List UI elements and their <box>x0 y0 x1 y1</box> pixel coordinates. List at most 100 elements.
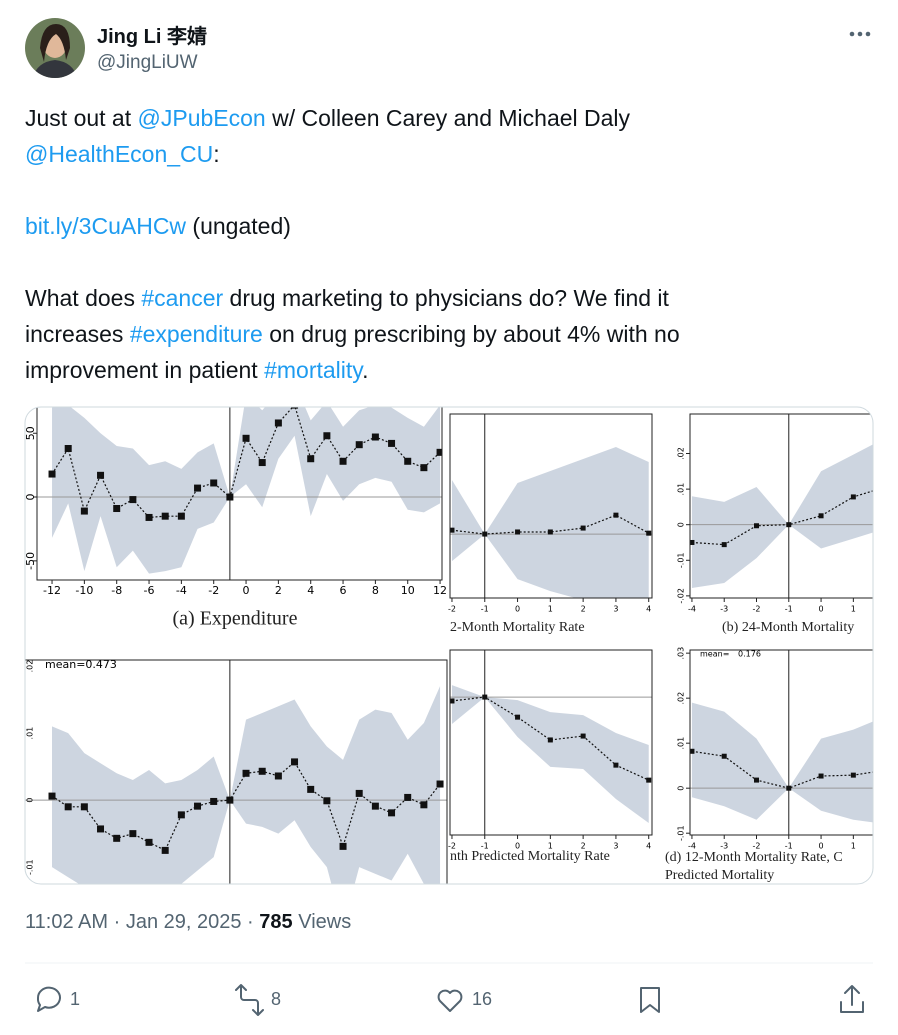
link[interactable]: @JPubEcon <box>137 105 266 131</box>
link[interactable]: #mortality <box>264 357 363 383</box>
x-tick-label: -2 <box>753 605 761 614</box>
estimate-point <box>339 457 347 465</box>
tweet-meta: 11:02 AM · Jan 29, 2025 · 785 Views <box>25 911 351 934</box>
estimate-point <box>721 753 727 759</box>
text: drug marketing to physicians do? We find… <box>223 285 669 311</box>
plot-frame <box>36 407 443 581</box>
estimate-point <box>274 772 282 780</box>
plot-frame <box>449 413 653 599</box>
separator: · <box>247 911 254 933</box>
estimate-point <box>226 796 234 804</box>
confidence-band <box>451 447 649 598</box>
link[interactable]: bit.ly/3CuAHCw <box>25 213 187 239</box>
x-tick-label: 1 <box>851 842 856 851</box>
estimate-point <box>850 494 856 500</box>
estimate-point <box>721 542 727 548</box>
y-tick-label: -50 <box>24 552 37 570</box>
estimate-point <box>818 773 824 779</box>
plot-frame <box>689 649 873 836</box>
x-tick-label: 2 <box>275 584 282 597</box>
link[interactable]: #expenditure <box>129 321 263 347</box>
estimate-point <box>323 797 331 805</box>
estimate-point <box>307 785 315 793</box>
x-tick-label: 0 <box>515 842 520 851</box>
x-tick-label: 0 <box>243 584 250 597</box>
avatar[interactable] <box>25 18 85 80</box>
chart-panel: -12 -10 -8 -6 -4 -2 0 2 4 6 8 10 12 50 0 -50 (a) Expendi… <box>24 407 447 630</box>
panel-caption: Predicted Mortality <box>665 868 774 883</box>
estimate-point <box>177 811 185 819</box>
y-tick-label: -.01 <box>26 859 35 875</box>
chart-panel: -2 -1 0 1 2 3 4 nth Predicted Mortality Rate <box>448 649 653 864</box>
repost-icon[interactable] <box>235 984 264 1016</box>
panel-caption: (b) 24-Month Mortality <box>722 620 854 635</box>
reply-icon[interactable] <box>36 986 61 1012</box>
bookmark-icon[interactable] <box>640 987 660 1013</box>
x-tick-label: 8 <box>372 584 379 597</box>
link[interactable]: #cancer <box>141 285 224 311</box>
estimate-point <box>371 433 379 441</box>
panel-caption: 2-Month Mortality Rate <box>450 620 585 635</box>
x-tick-label: 6 <box>340 584 347 597</box>
estimate-point <box>515 714 521 720</box>
plot-area <box>37 407 442 580</box>
share-icon[interactable] <box>840 985 864 1013</box>
x-tick-label: -2 <box>208 584 219 597</box>
estimate-point <box>129 830 137 838</box>
more-button[interactable] <box>849 31 871 37</box>
plot-area <box>450 414 652 598</box>
author-name[interactable]: Jing Li 李婧 <box>97 26 207 48</box>
date[interactable]: Jan 29, 2025 <box>125 911 242 933</box>
estimate-point <box>690 539 695 545</box>
text-line: Just out at @JPubEcon w/ Colleen Carey a… <box>25 100 680 136</box>
x-tick-label: -4 <box>176 584 187 597</box>
reply-count[interactable]: 1 <box>70 989 81 1009</box>
panel-note: 0.176 <box>738 650 761 659</box>
estimate-point <box>194 484 202 492</box>
y-tick-label: 0 <box>677 786 686 791</box>
estimate-point <box>226 493 234 501</box>
y-tick-label: .01 <box>677 737 686 750</box>
estimate-point <box>883 768 888 773</box>
x-tick-label: 2 <box>581 605 586 614</box>
paragraph: What does #cancer drug marketing to phys… <box>25 280 680 388</box>
estimate-point <box>646 777 652 783</box>
estimate-point <box>80 507 88 515</box>
y-tick-label: .02 <box>677 447 686 460</box>
y-tick-label: 0 <box>677 522 686 527</box>
y-tick-label: 0 <box>26 798 35 803</box>
chart-panel: .02 .01 0 -.01 mean=0.473 <box>25 658 448 884</box>
plot-area <box>450 650 652 835</box>
y-tick-label: .02 <box>677 692 686 705</box>
views-count: 785 <box>259 911 293 933</box>
estimate-point <box>291 407 299 409</box>
x-tick-label: 1 <box>548 842 553 851</box>
repost-count[interactable]: 8 <box>271 989 282 1009</box>
x-tick-label: 4 <box>646 605 651 614</box>
text-line: improvement in patient #mortality. <box>25 352 680 388</box>
estimate-point <box>291 758 299 766</box>
estimate-point <box>613 512 619 518</box>
like-count[interactable]: 16 <box>472 989 493 1009</box>
estimate-point <box>547 737 553 743</box>
plot-frame <box>689 413 873 599</box>
y-tick-label: .02 <box>26 660 35 673</box>
text: Just out at <box>25 105 138 131</box>
y-tick-label: .01 <box>26 727 35 740</box>
estimate-point <box>113 505 121 513</box>
text-line: bit.ly/3CuAHCw (ungated) <box>25 208 680 244</box>
x-tick-label: 4 <box>646 842 651 851</box>
estimate-point <box>482 694 488 700</box>
time[interactable]: 11:02 AM <box>25 911 109 933</box>
estimate-point <box>646 530 652 536</box>
x-tick-label: 0 <box>819 842 824 851</box>
text: improvement in patient <box>25 357 265 383</box>
text: (ungated) <box>186 213 291 239</box>
like-icon[interactable] <box>437 989 463 1012</box>
paragraph: bit.ly/3CuAHCw (ungated) <box>25 208 680 244</box>
author-handle[interactable]: @JingLiUW <box>97 52 198 73</box>
link[interactable]: @HealthEcon_CU <box>25 141 214 167</box>
text: What does <box>25 285 142 311</box>
x-tick-label: -2 <box>753 842 761 851</box>
